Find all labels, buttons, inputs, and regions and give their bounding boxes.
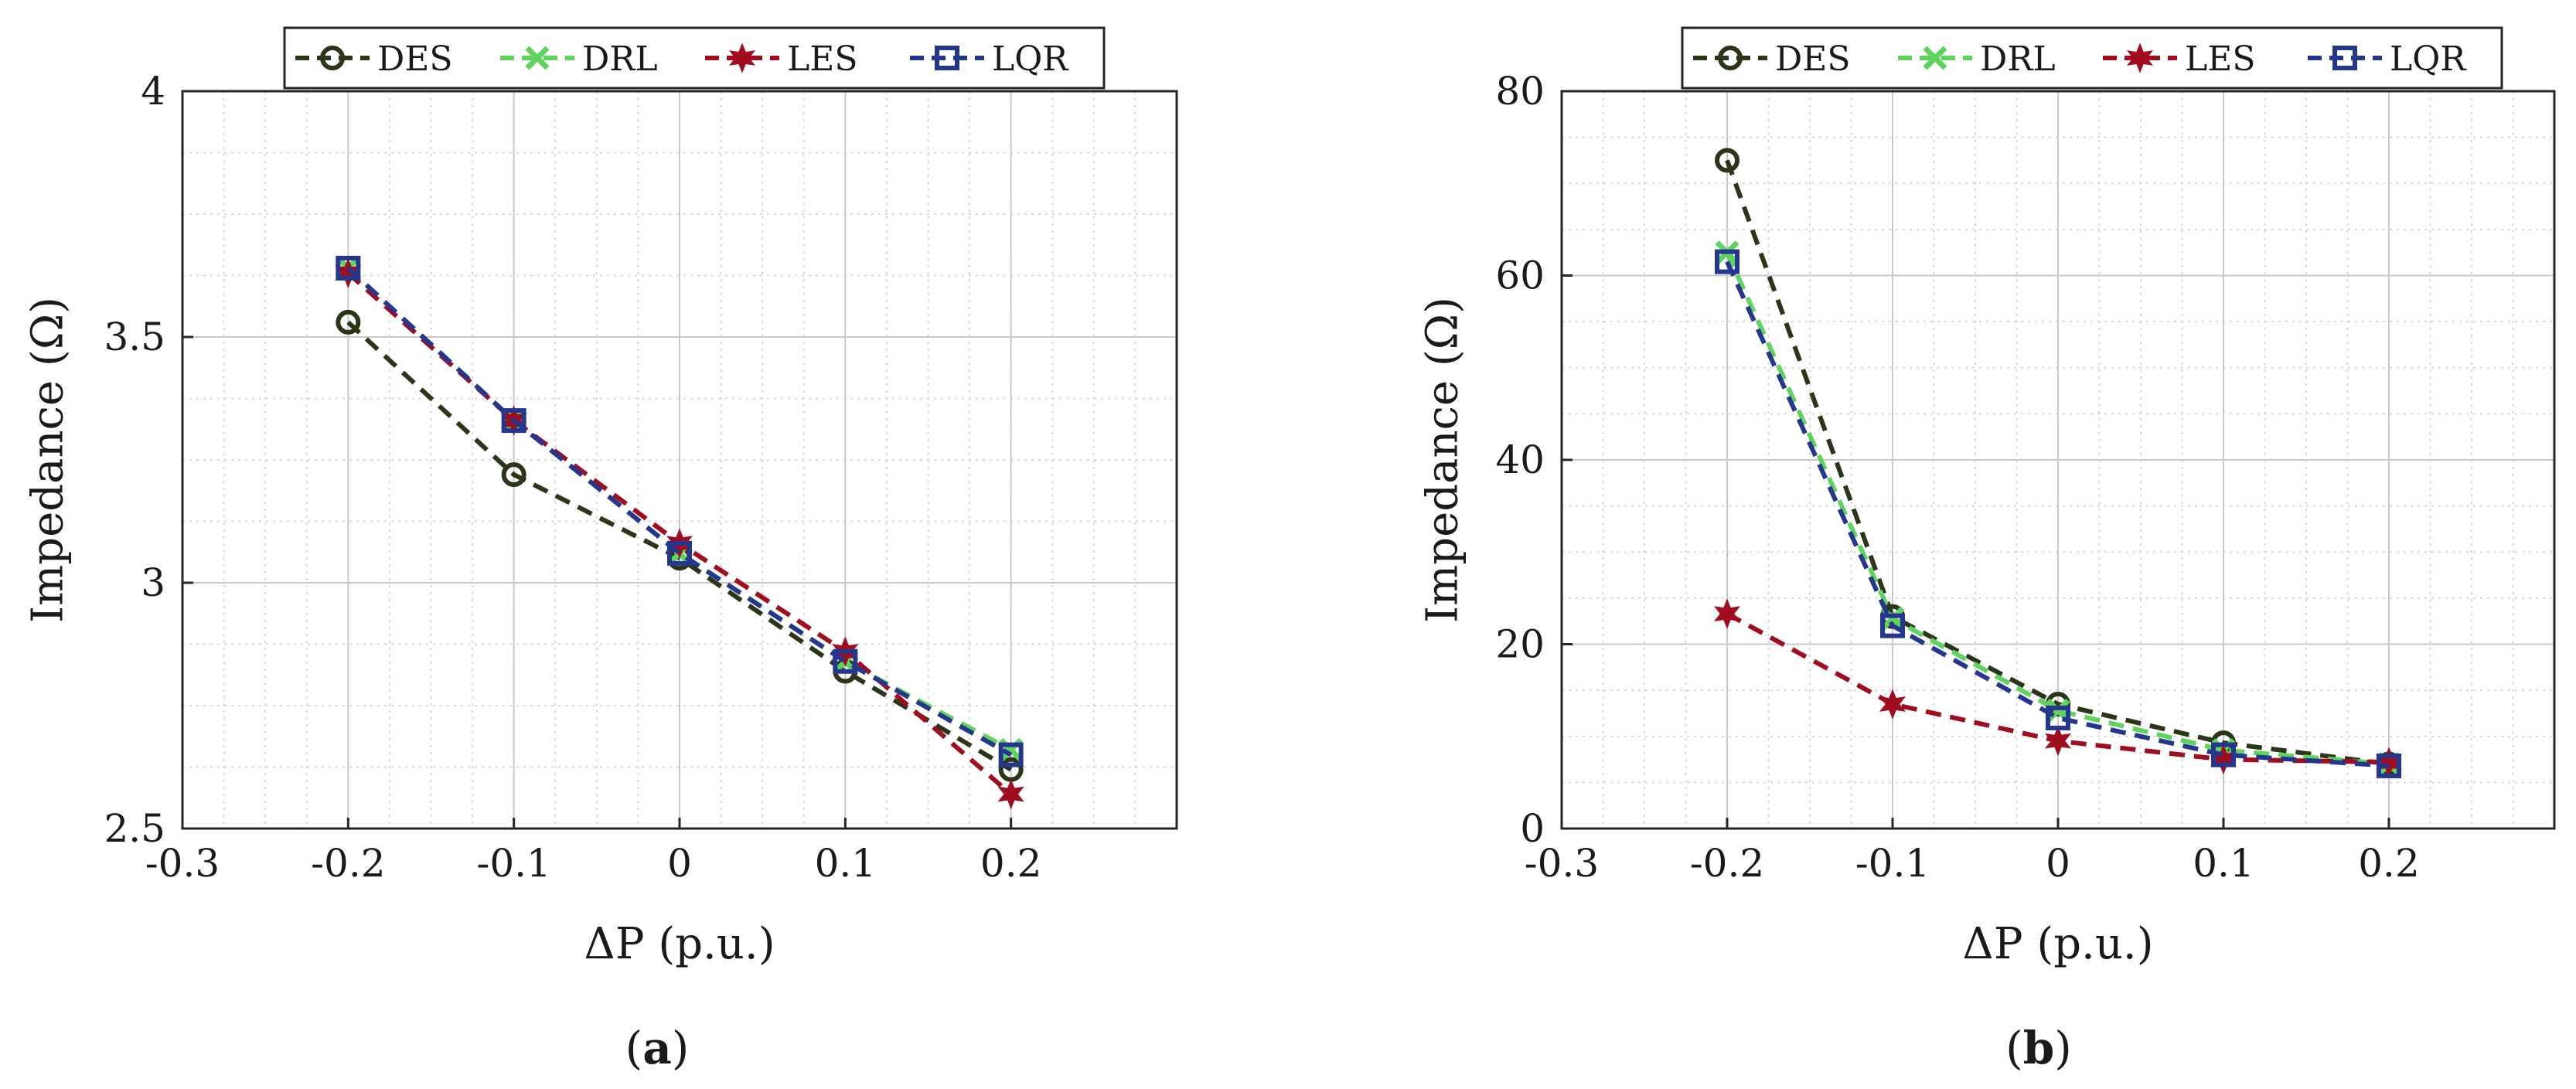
legend-entry-drl: DRL bbox=[500, 39, 658, 79]
legend-marker-lqr bbox=[2332, 46, 2357, 70]
x-tick-label: -0.1 bbox=[1855, 841, 1930, 886]
x-tick-label: -0.2 bbox=[1690, 841, 1764, 886]
chart-panel-b: -0.3 -0.2 -0.1 0 0.1 0.2 0 20 40 60 80 ΔP (p.u.) Imp… bbox=[1418, 26, 2556, 1074]
x-axis-label: ΔP (p.u.) bbox=[1962, 919, 2153, 969]
y-tick-label: 80 bbox=[1495, 69, 1545, 114]
legend-label: DRL bbox=[582, 39, 658, 79]
legend-box bbox=[283, 26, 1106, 90]
y-axis-label: Impedance (Ω) bbox=[1418, 297, 1468, 623]
data-point-lqr bbox=[998, 742, 1024, 767]
legend-label: DRL bbox=[1980, 39, 2056, 79]
x-axis-label: ΔP (p.u.) bbox=[584, 919, 775, 969]
legend-entry-les: LES bbox=[2103, 39, 2255, 79]
series-line-drl bbox=[1725, 251, 2390, 767]
legend-entry-drl: DRL bbox=[1898, 39, 2056, 79]
legend-entry-lqr: LQR bbox=[910, 39, 1069, 79]
legend-label: DES bbox=[377, 39, 453, 79]
panel-caption: (a) bbox=[625, 1022, 690, 1074]
data-point-lqr bbox=[1880, 613, 1905, 638]
chart-panel-a: -0.3 -0.2 -0.1 0 0.1 0.2 2.5 3 3.5 4 ΔP (p.u.) Impe… bbox=[23, 26, 1178, 1074]
x-tick-label: -0.1 bbox=[476, 841, 550, 886]
legend-entry-lqr: LQR bbox=[2308, 39, 2467, 79]
data-point-lqr bbox=[1715, 249, 1739, 274]
data-point-lqr bbox=[833, 648, 858, 674]
data-point-lqr bbox=[667, 540, 692, 566]
legend-label: LQR bbox=[2390, 39, 2467, 79]
series-line-des bbox=[1725, 159, 2390, 767]
data-point-les bbox=[2044, 725, 2072, 757]
x-tick-label: 0.1 bbox=[2193, 841, 2254, 886]
y-tick-label: 2.5 bbox=[104, 806, 165, 851]
x-tick-label: -0.3 bbox=[1525, 841, 1599, 886]
x-tick-label: 0 bbox=[667, 841, 692, 886]
legend-box bbox=[1681, 26, 2503, 90]
data-point-lqr bbox=[501, 408, 526, 434]
data-point-des bbox=[501, 462, 526, 488]
y-tick-label: 20 bbox=[1495, 622, 1545, 667]
legend-entry-les: LES bbox=[705, 39, 857, 79]
x-tick-label: 0.2 bbox=[2358, 841, 2420, 886]
legend-marker-des bbox=[1718, 46, 1743, 70]
legend-label: LES bbox=[787, 39, 857, 79]
y-tick-label: 0 bbox=[1520, 806, 1545, 851]
legend-marker-drl bbox=[1923, 46, 1947, 70]
x-tick-label: 0 bbox=[2046, 841, 2070, 886]
data-point-lqr bbox=[2046, 705, 2070, 730]
legend: DES DRL LES LQR bbox=[1681, 26, 2503, 90]
legend-label: DES bbox=[1775, 39, 1851, 79]
legend-label: LES bbox=[2185, 39, 2255, 79]
series-lqr bbox=[1715, 249, 2401, 778]
legend-marker-les bbox=[728, 43, 756, 73]
legend-label: LQR bbox=[992, 39, 1069, 79]
data-point-les bbox=[1879, 689, 1906, 720]
y-tick-label: 40 bbox=[1495, 437, 1545, 482]
data-point-des bbox=[336, 309, 361, 335]
legend-entry-des: DES bbox=[1693, 39, 1851, 79]
data-point-des bbox=[1715, 148, 1739, 173]
y-axis-label: Impedance (Ω) bbox=[23, 297, 73, 623]
legend-marker-lqr bbox=[935, 46, 959, 70]
data-point-les bbox=[997, 778, 1024, 810]
x-tick-label: -0.2 bbox=[311, 841, 385, 886]
legend: DES DRL LES LQR bbox=[283, 26, 1106, 90]
data-point-lqr bbox=[2211, 742, 2236, 767]
series-line-lqr bbox=[346, 266, 1013, 757]
data-point-lqr bbox=[2377, 753, 2401, 778]
legend-marker-drl bbox=[525, 46, 550, 70]
y-tick-label: 3 bbox=[141, 560, 165, 605]
legend-entry-des: DES bbox=[295, 39, 453, 79]
panel-caption: (b) bbox=[2005, 1022, 2072, 1074]
x-tick-label: 0.1 bbox=[815, 841, 877, 886]
legend-marker-des bbox=[320, 46, 345, 70]
y-tick-label: 3.5 bbox=[104, 315, 165, 359]
data-point-lqr bbox=[336, 255, 361, 281]
data-point-les bbox=[1713, 598, 1741, 629]
series-lqr bbox=[336, 255, 1024, 767]
y-tick-label: 4 bbox=[141, 69, 165, 114]
legend-marker-les bbox=[2126, 43, 2154, 73]
y-tick-label: 60 bbox=[1495, 254, 1545, 298]
x-tick-label: 0.2 bbox=[980, 841, 1042, 886]
x-tick-label: -0.3 bbox=[145, 841, 220, 886]
